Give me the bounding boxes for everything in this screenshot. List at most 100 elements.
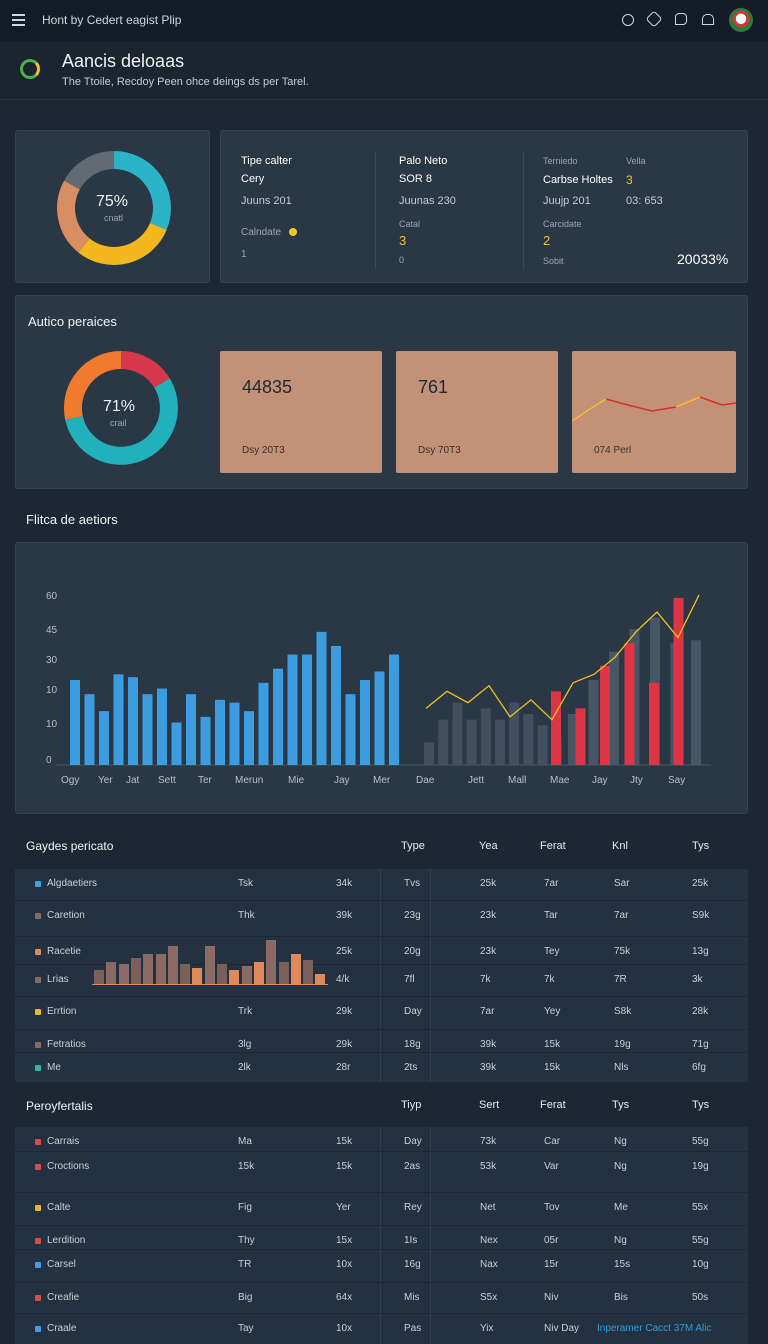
row-label[interactable]: Carsel <box>47 1259 76 1270</box>
table-cell: 23k <box>480 910 497 921</box>
table-cell: 13g <box>692 946 709 957</box>
table-cell: 15k <box>336 1161 353 1172</box>
row-label[interactable]: Fetratios <box>47 1039 86 1050</box>
kpi3-h1b: Vella <box>626 156 646 166</box>
bar-dark <box>588 680 599 765</box>
x-tick-label: Jay <box>334 775 350 786</box>
metric-tile[interactable]: 44835 Dsy 20T3 <box>220 351 382 473</box>
table1-header[interactable]: Tys <box>692 840 710 852</box>
mini-bar <box>229 970 240 984</box>
table2-header[interactable]: Tys <box>692 1099 710 1111</box>
bar-gray <box>509 702 520 765</box>
table-cell: Ng <box>614 1136 627 1147</box>
legend-swatch <box>35 1042 41 1048</box>
row-label[interactable]: Lrias <box>47 974 69 985</box>
table-cell: Yer <box>336 1202 351 1213</box>
divider <box>375 151 376 269</box>
home-icon[interactable] <box>702 14 714 25</box>
table-cell: S8k <box>614 1006 632 1017</box>
kpi3-dateb: 03: 653 <box>626 195 663 207</box>
row-label[interactable]: Me <box>47 1062 61 1073</box>
bar-gray <box>480 708 491 765</box>
table-cell: 20g <box>404 946 421 957</box>
row-label[interactable]: Caretion <box>47 910 85 921</box>
table2-header[interactable]: Sert <box>479 1099 500 1111</box>
mini-bar <box>278 962 289 984</box>
row-label[interactable]: Errtion <box>47 1006 77 1017</box>
row-label[interactable]: Racetie <box>47 946 81 957</box>
row-label[interactable]: Lerdition <box>47 1235 86 1246</box>
y-tick-label: 45 <box>46 625 58 636</box>
row-label[interactable]: Calte <box>47 1202 71 1213</box>
table-cell: 7R <box>614 974 627 985</box>
chat-icon[interactable] <box>675 13 687 25</box>
row-label[interactable]: Creafie <box>47 1292 80 1303</box>
donut-sub: cnatl <box>104 213 124 223</box>
footer-link[interactable]: Inperamer Cacct 37M Alic <box>597 1323 712 1334</box>
y-tick-label: 30 <box>46 655 58 666</box>
kpi3-v1: 2 <box>543 233 551 248</box>
bar-red <box>575 708 586 765</box>
table-cell: 71g <box>692 1039 709 1050</box>
table-cell: 15s <box>614 1259 631 1270</box>
menu-icon[interactable] <box>12 14 25 26</box>
kpi2-h2: SOR 8 <box>399 173 433 185</box>
table2-header[interactable]: Ferat <box>540 1099 566 1111</box>
bar-chart-card: 60 45 30 10 10 0 Ogy Yer Jat Sett Ter Merun Mie Jay Me… <box>15 542 748 814</box>
table-cell: 39k <box>480 1062 497 1073</box>
row-separator <box>15 1052 748 1053</box>
row-separator <box>15 868 748 869</box>
kpi3-date: Juujp 201 <box>543 195 591 207</box>
table-cell: Mis <box>404 1292 420 1303</box>
row-label[interactable]: Algdaetiers <box>47 878 98 889</box>
metric-tile-sparkline[interactable]: 074 Perl <box>572 351 736 473</box>
mini-bar <box>192 968 203 984</box>
column-divider <box>430 1127 431 1344</box>
table1-header[interactable]: Type <box>401 840 425 852</box>
link-icon[interactable] <box>645 10 663 28</box>
table-cell: Trk <box>238 1006 253 1017</box>
table2-header[interactable]: Tiyp <box>401 1099 422 1111</box>
avatar[interactable] <box>729 8 753 32</box>
bar-blue <box>157 688 167 765</box>
mini-bar <box>106 962 117 984</box>
table-cell: Tay <box>238 1323 254 1334</box>
y-tick-label: 10 <box>46 719 58 730</box>
table-cell: 16g <box>404 1259 421 1270</box>
table-cell: Var <box>544 1161 559 1172</box>
table-cell: TR <box>238 1259 252 1270</box>
table-cell: Nls <box>614 1062 629 1073</box>
table1-header[interactable]: Yea <box>479 840 498 852</box>
metric-tile[interactable]: 761 Dsy 70T3 <box>396 351 558 473</box>
bar-red <box>624 643 635 765</box>
row-separator <box>15 1313 748 1314</box>
donut2-percent: 71% <box>103 398 136 415</box>
legend-swatch <box>35 1139 41 1145</box>
clock-icon[interactable] <box>622 14 634 26</box>
row-label[interactable]: Craale <box>47 1323 77 1334</box>
legend-swatch <box>35 977 41 983</box>
page-title: Aancis deloaas <box>62 51 185 71</box>
table-cell: Rey <box>404 1202 422 1213</box>
table2-header[interactable]: Tys <box>612 1099 630 1111</box>
table-cell: Nex <box>480 1235 498 1246</box>
table-cell: Tvs <box>404 878 421 889</box>
tile-value: 44835 <box>242 377 293 397</box>
table-cell: 75k <box>614 946 631 957</box>
table1-header[interactable]: Ferat <box>540 840 566 852</box>
table2-title: Peroyfertalis <box>26 1099 93 1113</box>
bar-red <box>673 597 684 765</box>
kpi2-v2: 0 <box>399 255 405 265</box>
y-tick-label: 60 <box>46 591 58 602</box>
table-cell: 7k <box>544 974 555 985</box>
row-label[interactable]: Croctions <box>47 1161 90 1172</box>
table-cell: Ma <box>238 1136 252 1147</box>
table1-header[interactable]: Knl <box>612 840 628 852</box>
table-cell: 39k <box>480 1039 497 1050</box>
status-dot-icon <box>289 228 297 236</box>
row-label[interactable]: Carrais <box>47 1136 80 1147</box>
x-tick-label: Mall <box>508 775 526 786</box>
legend-swatch <box>35 1065 41 1071</box>
table-cell: Thk <box>238 910 255 921</box>
bar-gray <box>537 725 548 765</box>
